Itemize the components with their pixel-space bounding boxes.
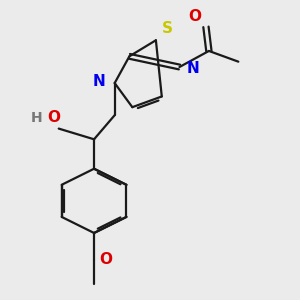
Text: N: N (93, 74, 106, 89)
Text: O: O (47, 110, 60, 124)
Text: S: S (162, 21, 173, 36)
Text: N: N (187, 61, 200, 76)
Text: H: H (31, 111, 43, 125)
Text: O: O (188, 9, 202, 24)
Text: O: O (99, 252, 112, 267)
